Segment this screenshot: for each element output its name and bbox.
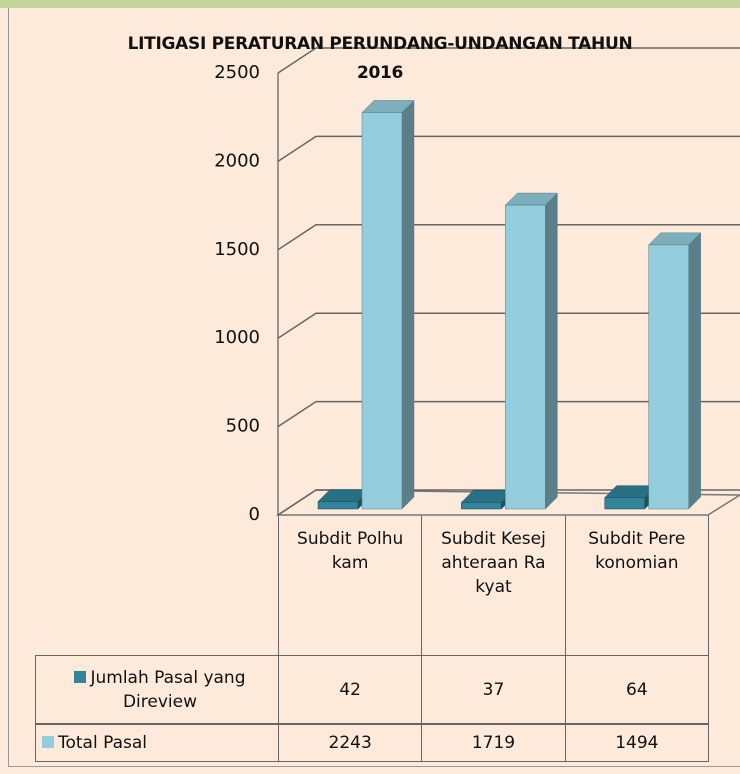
bar-front (361, 112, 403, 510)
bar-front (505, 204, 546, 510)
table-value: 1719 (421, 723, 566, 762)
legend-key (74, 671, 87, 683)
table-value: 1494 (564, 723, 709, 762)
legend-label: Total Pasal (42, 731, 147, 755)
y-tick-label: 500 (226, 416, 260, 437)
grid-line (277, 400, 740, 428)
grid-line (277, 224, 740, 251)
legend-key (42, 735, 54, 748)
grid-line (277, 135, 740, 163)
bar-front (461, 502, 502, 510)
table-value: 42 (278, 655, 423, 725)
y-tick-label: 2000 (214, 150, 260, 171)
bar-front (648, 244, 689, 510)
category-label: Subdit Perekonomian (564, 515, 709, 656)
grid-line (277, 312, 740, 339)
category-label: Subdit Polhukam (278, 515, 423, 656)
bar (648, 232, 702, 510)
y-tick-label: 2500 (214, 62, 260, 83)
table-value: 2243 (278, 723, 423, 762)
bar-side (401, 99, 415, 510)
bar-side (688, 232, 701, 510)
y-tick-label: 0 (249, 504, 260, 525)
y-tick-label: 1000 (214, 327, 260, 348)
table-value: 37 (421, 655, 566, 725)
bar (361, 99, 415, 510)
legend-cell: Jumlah Pasal yang Direview (35, 655, 279, 725)
y-tick-label: 1500 (214, 239, 260, 260)
grid-line (277, 47, 740, 74)
chart-title: LITIGASI PERATURAN PERUNDANG-UNDANGAN TA… (127, 34, 633, 83)
grid-line (277, 489, 740, 516)
legend-label: Jumlah Pasal yang Direview (42, 666, 278, 714)
bar (460, 489, 514, 510)
bar (504, 192, 558, 510)
legend-cell: Total Pasal (35, 723, 279, 762)
table-value: 64 (564, 655, 709, 725)
bar-side (545, 192, 558, 510)
bar-front (604, 497, 645, 510)
top-band (0, 0, 740, 8)
chart-frame (8, 8, 740, 767)
bar-front (317, 501, 359, 510)
category-label: Subdit Kesejahteraan Rakyat (421, 515, 566, 656)
